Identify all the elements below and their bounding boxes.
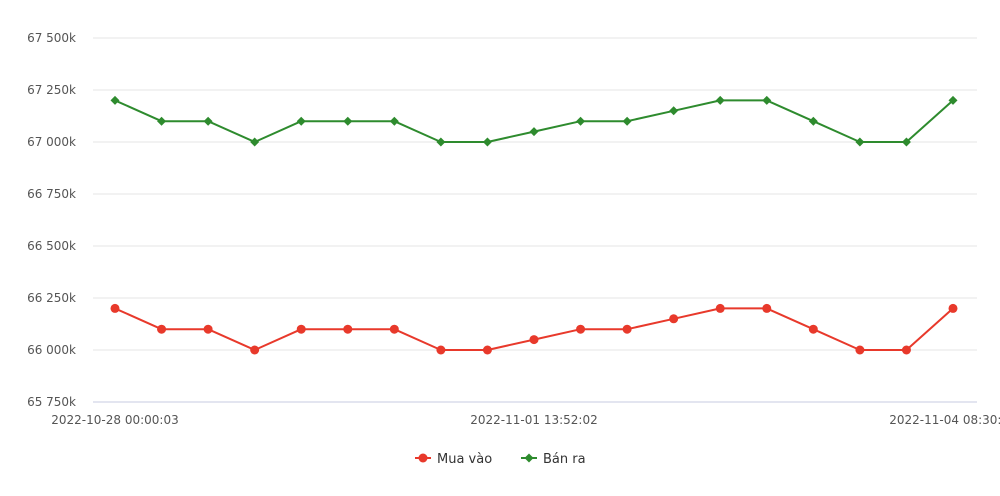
data-point [901, 137, 911, 147]
data-point [855, 137, 865, 147]
x-axis-ticks: 2022-10-28 00:00:03 2022-11-01 13:52:02 20… [51, 413, 1000, 427]
data-point [669, 314, 679, 324]
data-point [855, 345, 865, 355]
x-tick-label: 2022-10-28 00:00:03 [51, 413, 178, 427]
legend-item-ban-ra[interactable]: Bán ra [521, 452, 586, 467]
data-point [157, 116, 167, 126]
data-point [762, 303, 772, 313]
data-point [418, 453, 428, 463]
y-tick-label: 65 750k [27, 395, 76, 409]
y-tick-label: 66 250k [27, 291, 76, 305]
data-point [203, 116, 213, 126]
data-point [250, 345, 260, 355]
legend[interactable]: Mua vào Bán ra [415, 452, 586, 467]
data-point [762, 95, 772, 105]
data-point [110, 95, 120, 105]
data-point [296, 116, 306, 126]
data-point [203, 324, 213, 334]
data-point [250, 137, 260, 147]
legend-label: Mua vào [437, 452, 492, 467]
data-point [436, 345, 446, 355]
data-point [948, 303, 958, 313]
data-point [389, 324, 399, 334]
y-axis-ticks: 67 500k 67 250k 67 000k 66 750k 66 500k 66 25… [27, 31, 76, 409]
series-ban-ra [110, 95, 958, 147]
grid-lines [93, 37, 977, 403]
data-point [343, 116, 353, 126]
data-point [296, 324, 306, 334]
data-point [808, 116, 818, 126]
data-point [436, 137, 446, 147]
data-point [901, 345, 911, 355]
data-point [808, 324, 818, 334]
data-point [529, 335, 539, 345]
y-tick-label: 66 000k [27, 343, 76, 357]
x-tick-label: 2022-11-04 08:30:01 [889, 413, 1000, 427]
y-tick-label: 66 500k [27, 239, 76, 253]
data-point [524, 453, 534, 463]
data-point [110, 303, 120, 313]
data-point [389, 116, 399, 126]
data-point [622, 324, 632, 334]
y-tick-label: 67 500k [27, 31, 76, 45]
legend-label: Bán ra [543, 452, 586, 467]
data-point [576, 116, 586, 126]
y-tick-label: 67 000k [27, 135, 76, 149]
y-tick-label: 66 750k [27, 187, 76, 201]
data-point [622, 116, 632, 126]
data-point [715, 95, 725, 105]
x-tick-label: 2022-11-01 13:52:02 [470, 413, 597, 427]
data-point [343, 324, 353, 334]
data-point [157, 324, 167, 334]
data-point [482, 137, 492, 147]
series-mua-vao [110, 303, 958, 355]
series-layer [110, 95, 958, 355]
legend-item-mua-vao[interactable]: Mua vào [415, 452, 492, 467]
data-point [529, 127, 539, 137]
y-tick-label: 67 250k [27, 83, 76, 97]
data-point [669, 106, 679, 116]
data-point [715, 303, 725, 313]
data-point [948, 95, 958, 105]
data-point [576, 324, 586, 334]
data-point [482, 345, 492, 355]
